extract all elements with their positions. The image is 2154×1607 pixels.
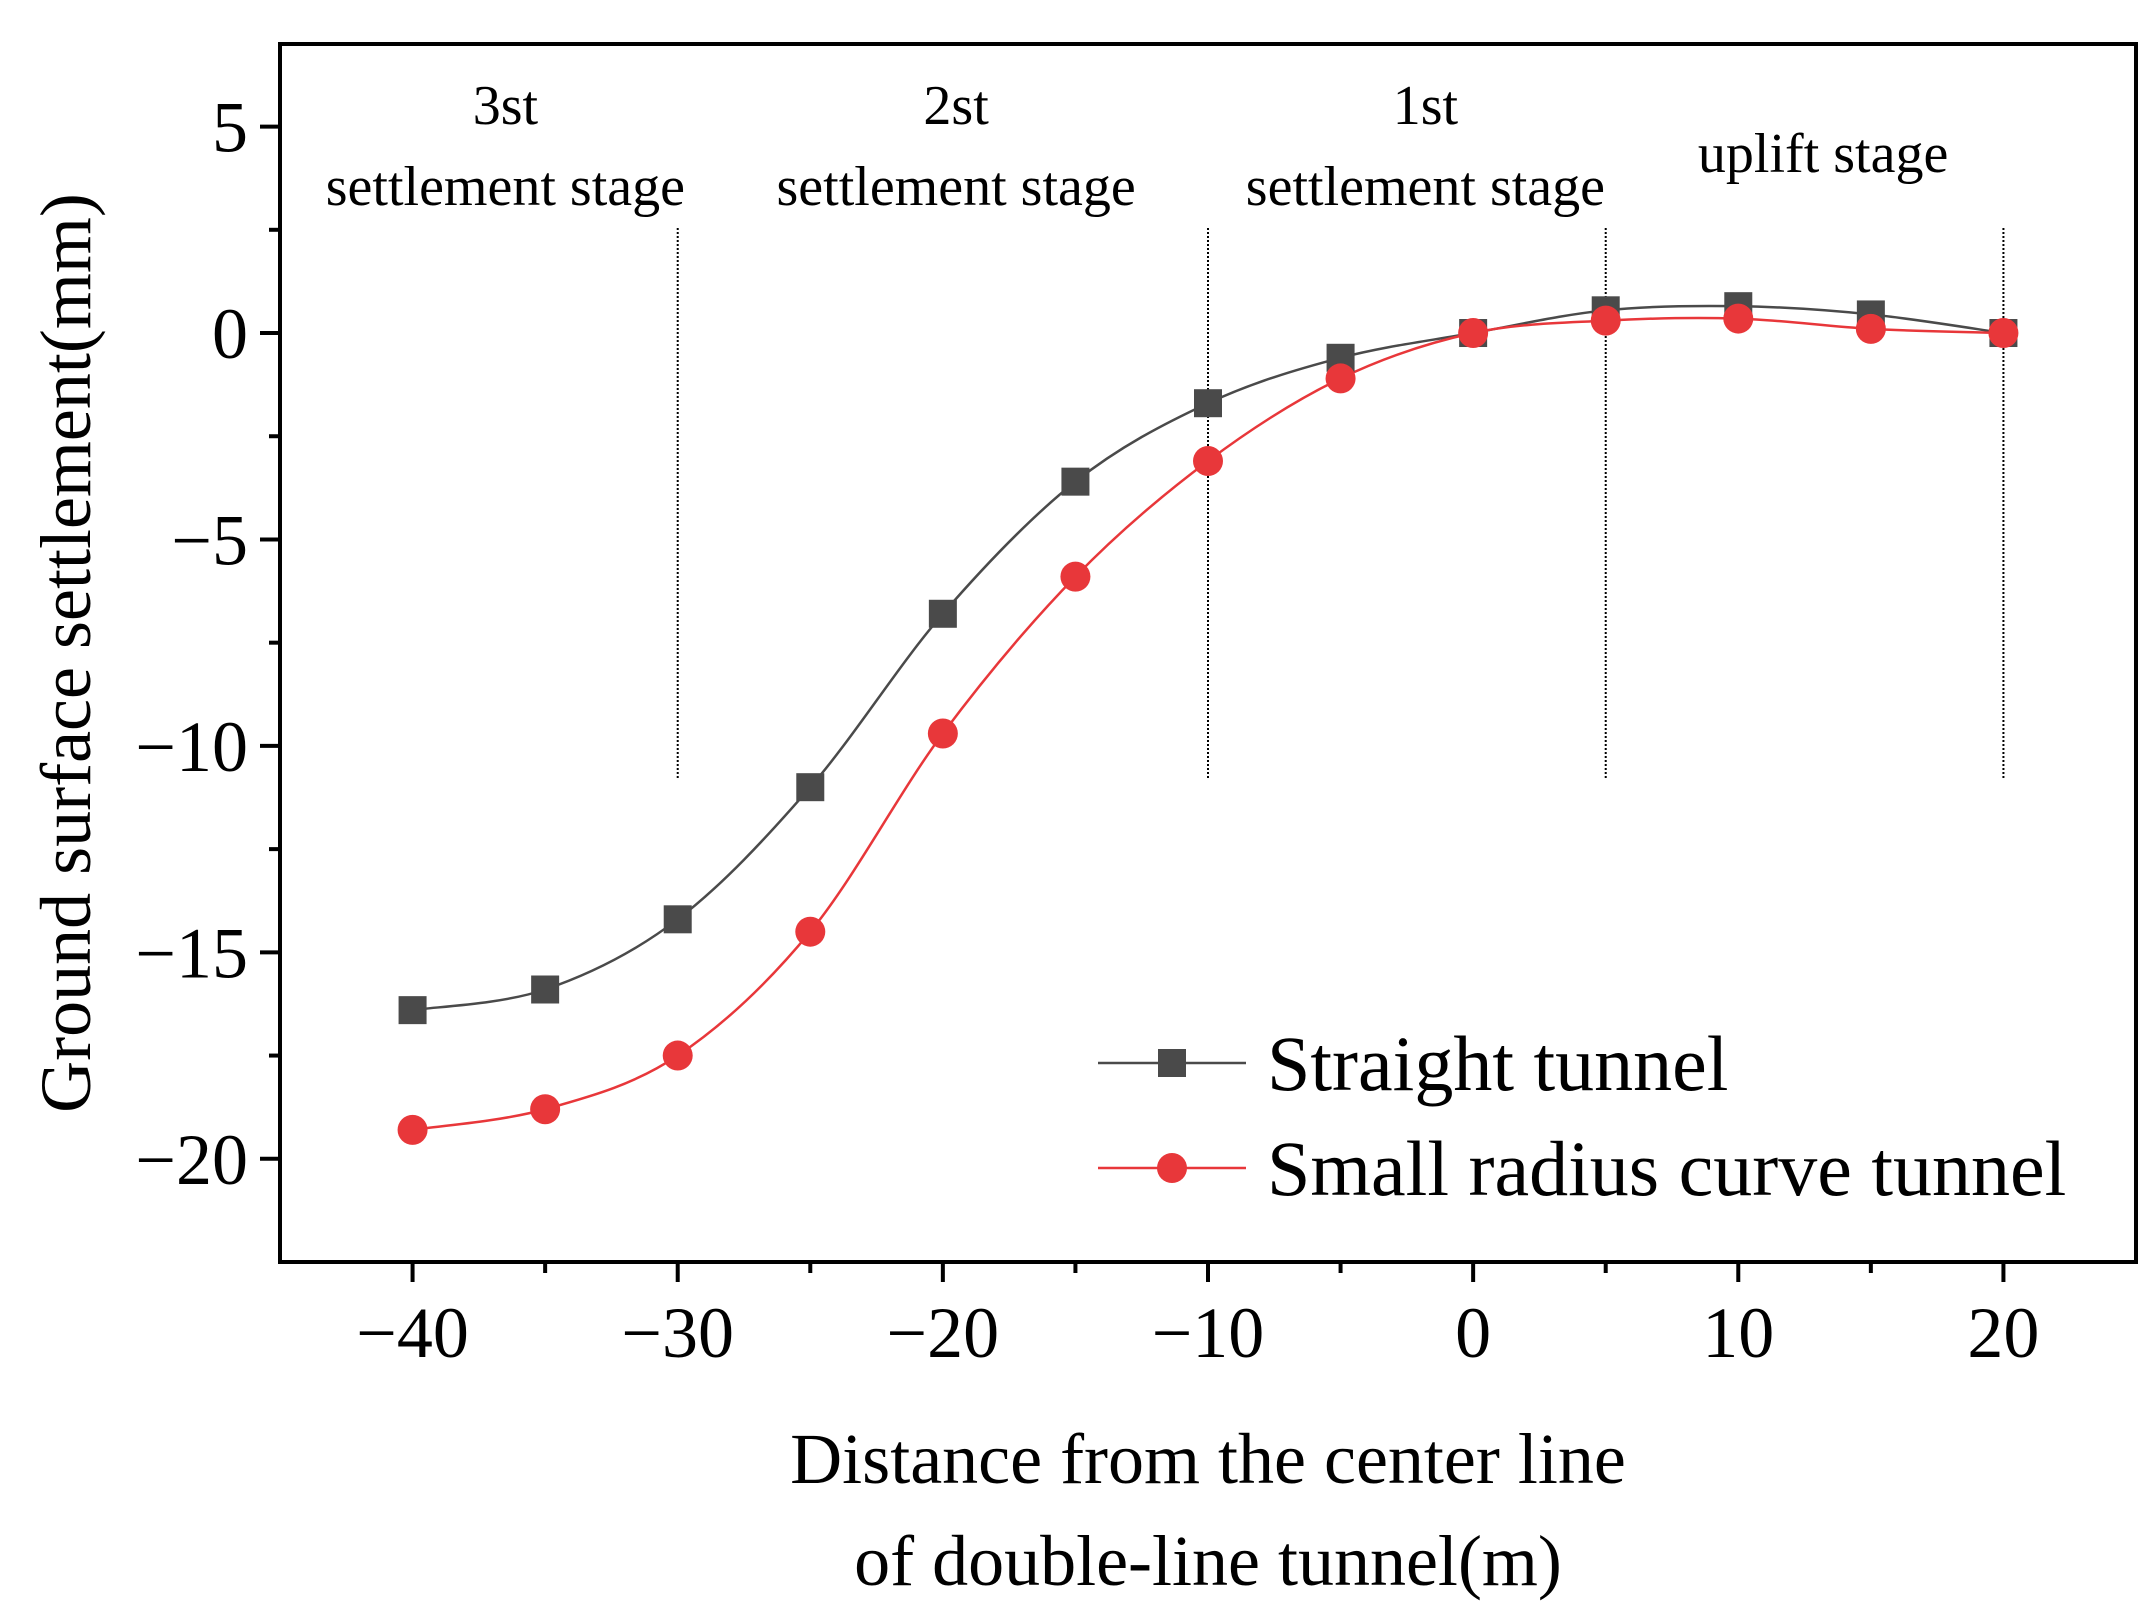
curve-tunnel-point — [1590, 305, 1621, 336]
x-axis-title: Distance from the center line — [790, 1419, 1626, 1499]
x-tick-label: 0 — [1455, 1293, 1491, 1373]
stage-label-name: settlement stage — [1246, 156, 1605, 218]
y-axis-title: Ground surface settlement(mm) — [26, 193, 106, 1113]
y-tick-label: 0 — [212, 294, 248, 374]
curve-tunnel-point — [397, 1114, 428, 1145]
curve-tunnel-point — [530, 1094, 561, 1125]
straight-tunnel-point — [928, 599, 957, 628]
y-tick-label: 5 — [212, 88, 248, 168]
curve-tunnel-point — [1988, 318, 2019, 349]
x-tick-label: 10 — [1702, 1293, 1774, 1373]
y-tick-label: −10 — [135, 707, 248, 787]
straight-tunnel-point — [1194, 389, 1222, 418]
x-tick-label: −40 — [356, 1293, 469, 1373]
curve-tunnel-point — [1458, 318, 1489, 349]
curve-tunnel-point — [662, 1040, 693, 1071]
tick-labels: −40 −30 −20 −10 0 10 20 5 0 −5 −10 −15 −20 — [135, 88, 2039, 1373]
series-markers — [397, 292, 2019, 1145]
stage-label-number: 3st — [473, 75, 539, 137]
x-axis-title: of double-line tunnel(m) — [854, 1521, 1562, 1601]
stage-annotations: 3st settlement stage 2st settlement stage 1s… — [326, 75, 1949, 218]
stage-label-number: 2st — [923, 75, 989, 137]
stage-label-number: 1st — [1393, 75, 1459, 137]
curve-tunnel-point — [795, 916, 826, 947]
stage-label-name: settlement stage — [777, 156, 1136, 218]
legend-circle-marker — [1157, 1153, 1187, 1183]
x-tick-label: −10 — [1152, 1293, 1265, 1373]
x-tick-label: −20 — [887, 1293, 1000, 1373]
curve-tunnel-point — [1855, 313, 1886, 344]
stage-label-name: settlement stage — [326, 156, 685, 218]
straight-tunnel-point — [796, 773, 825, 802]
straight-tunnel-point — [1061, 467, 1090, 496]
x-tick-label: −30 — [621, 1293, 734, 1373]
curve-tunnel-point — [927, 718, 958, 749]
curve-tunnel-point — [1723, 303, 1754, 334]
x-tick-label: 20 — [1967, 1293, 2039, 1373]
stage-label-name: uplift stage — [1698, 123, 1948, 185]
y-tick-label: −20 — [135, 1120, 248, 1200]
straight-tunnel-point — [663, 905, 692, 934]
legend-label: Small radius curve tunnel — [1267, 1125, 2066, 1212]
curve-tunnel-point — [1193, 446, 1223, 477]
legend-square-marker — [1158, 1049, 1186, 1077]
axis-titles: Distance from the center line of double-l… — [26, 193, 1626, 1601]
legend: Straight tunnel Small radius curve tunnel — [1098, 1020, 2066, 1212]
curve-tunnel-point — [1060, 561, 1091, 592]
straight-tunnel-point — [398, 996, 427, 1025]
y-tick-label: −15 — [135, 913, 248, 993]
y-tick-label: −5 — [171, 500, 248, 580]
curve-tunnel-point — [1325, 363, 1356, 394]
legend-label: Straight tunnel — [1267, 1020, 1728, 1107]
axis-ticks — [260, 124, 2006, 1282]
straight-tunnel-point — [531, 975, 560, 1004]
